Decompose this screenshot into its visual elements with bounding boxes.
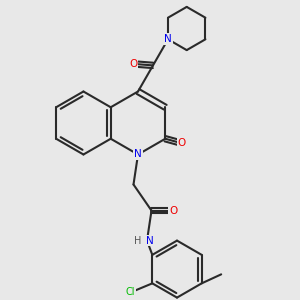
Text: N: N (146, 236, 154, 246)
Text: O: O (129, 59, 138, 69)
Text: H: H (134, 236, 142, 246)
Text: Cl: Cl (126, 287, 136, 297)
Text: N: N (164, 34, 172, 44)
Text: O: O (178, 138, 186, 148)
Text: N: N (134, 149, 142, 160)
Text: O: O (169, 206, 177, 216)
